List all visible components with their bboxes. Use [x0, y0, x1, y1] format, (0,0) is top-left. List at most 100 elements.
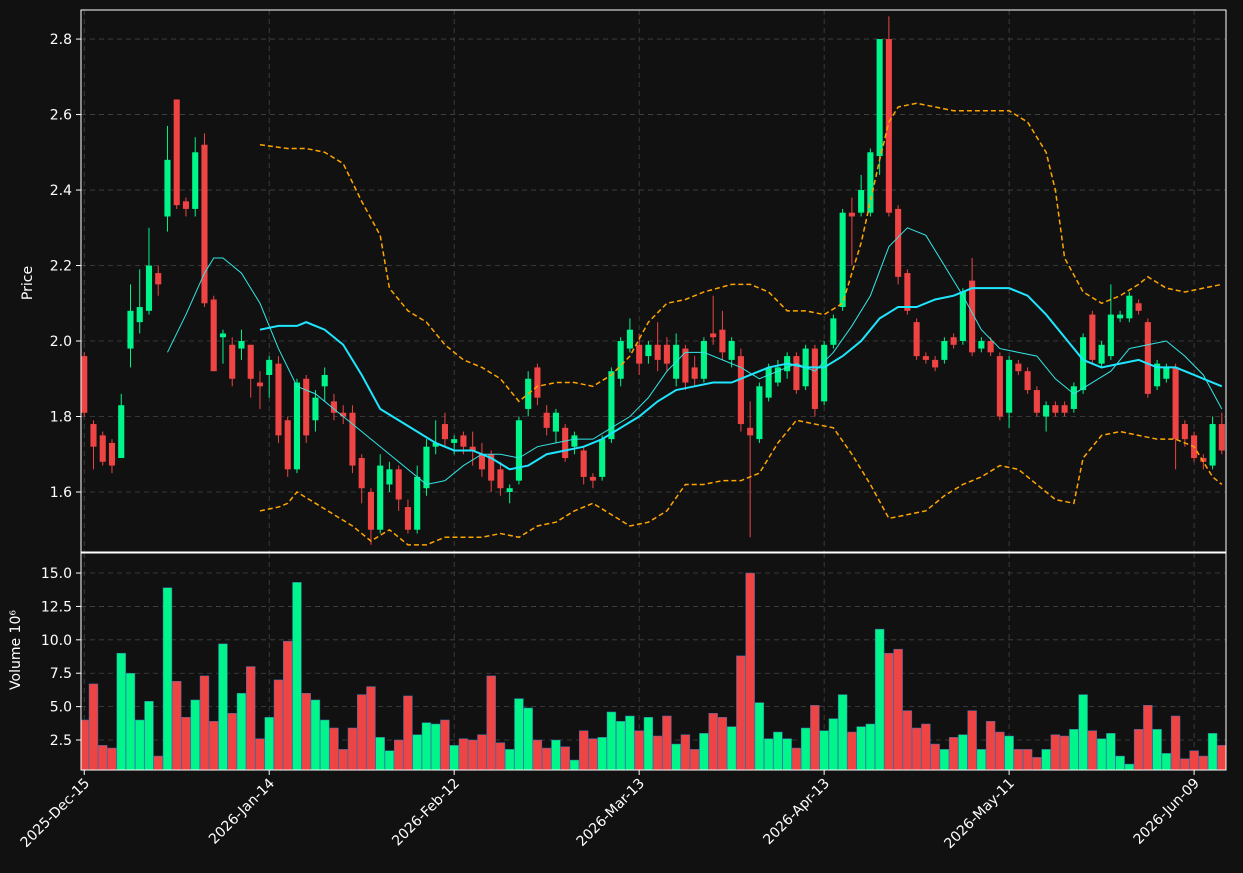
candle-body: [1024, 371, 1031, 391]
volume-bar: [1198, 755, 1209, 770]
volume-bar: [560, 746, 570, 770]
volume-bar: [1189, 750, 1199, 770]
candle-body: [580, 450, 587, 477]
volume-bar: [662, 715, 672, 770]
candle-body: [904, 273, 911, 311]
volume-bar: [467, 739, 478, 770]
volume-bar: [773, 731, 783, 770]
volume-bar: [514, 698, 524, 770]
volume-bar: [366, 686, 376, 770]
candle-body: [839, 212, 846, 308]
volume-bar: [634, 730, 644, 770]
y-tick-label: 2.4: [50, 183, 72, 199]
volume-bar: [440, 719, 450, 770]
candle-body: [155, 273, 162, 285]
volume-bar: [209, 721, 219, 770]
volume-bar: [1161, 753, 1172, 770]
candle-body: [451, 439, 458, 443]
volume-bar: [1078, 694, 1088, 770]
candle-body: [1181, 424, 1188, 440]
candle-body: [1033, 390, 1040, 413]
candle-body: [210, 299, 217, 372]
candle-body: [959, 291, 966, 342]
price-panel: [81, 16, 1225, 546]
candle-body: [589, 476, 596, 481]
candle-body: [136, 307, 143, 323]
volume-bar: [911, 727, 922, 770]
candle-body: [867, 152, 874, 213]
volume-bar: [958, 734, 968, 770]
candle-body: [1061, 405, 1068, 413]
candle-body: [145, 265, 153, 311]
volume-bar: [1059, 735, 1070, 770]
candle-body: [1098, 344, 1105, 364]
candle-body: [987, 341, 994, 353]
candle-body: [996, 356, 1003, 417]
volume-bar: [606, 711, 617, 770]
volume-bar: [477, 734, 487, 770]
volume-bar: [551, 739, 561, 770]
candle-body: [719, 329, 726, 353]
candle-body: [266, 359, 273, 375]
candle-body: [460, 435, 467, 447]
candle-body: [1126, 295, 1133, 319]
volume-bar: [523, 707, 533, 770]
candle-body: [229, 344, 236, 379]
candle-body: [432, 442, 439, 447]
volume-panel: [81, 572, 1226, 770]
candle-body: [932, 359, 939, 368]
candle-body: [256, 382, 264, 387]
candle-body: [858, 190, 865, 213]
volume-bar: [791, 747, 802, 770]
volume-bar: [985, 721, 996, 770]
volume-bar: [699, 733, 709, 770]
volume-bar: [625, 715, 635, 770]
volume-bar: [578, 730, 589, 770]
indicator-line: [167, 227, 1223, 485]
candle-body: [340, 412, 347, 417]
candle-body: [312, 397, 319, 421]
candle-body: [552, 412, 559, 432]
volume-bar: [939, 749, 950, 770]
volume-bar: [1096, 738, 1107, 770]
candle-body: [108, 442, 116, 466]
volume-bar: [847, 731, 857, 770]
volume-bar: [347, 727, 358, 770]
volume-bar: [763, 738, 774, 770]
candle-body: [876, 39, 883, 157]
volume-bar: [1087, 730, 1098, 770]
candle-body: [349, 412, 356, 466]
volume-bar: [329, 727, 339, 770]
volume-bar: [708, 713, 718, 770]
volume-bar: [283, 640, 293, 770]
candle-body: [534, 367, 541, 398]
volume-bar: [532, 739, 543, 770]
volume-bar: [976, 749, 987, 770]
candle-body: [793, 356, 800, 391]
candle-body: [562, 427, 569, 459]
y-tick-label: 2.5: [50, 733, 72, 749]
volume-bar: [218, 643, 228, 770]
volume-bar: [1133, 729, 1144, 770]
volume-bar: [745, 572, 755, 770]
candle-body: [1080, 337, 1087, 391]
candle-body: [922, 356, 929, 360]
volume-bar: [1069, 729, 1079, 770]
candle-body: [219, 333, 227, 338]
volume-bar: [689, 749, 700, 770]
candle-body: [663, 344, 670, 364]
volume-bar: [680, 734, 691, 770]
y-tick-label: 2.2: [50, 259, 72, 275]
volume-bar: [893, 648, 903, 770]
volume-bar: [98, 745, 108, 770]
candle-body: [284, 420, 291, 470]
candle-body: [1015, 363, 1022, 372]
candle-body: [469, 446, 476, 451]
candle-body: [1107, 314, 1114, 357]
candle-body: [765, 367, 772, 398]
volume-bar: [1013, 749, 1024, 770]
candle-body: [913, 322, 920, 357]
volume-bar: [412, 734, 422, 770]
volume-bar: [736, 655, 746, 770]
volume-bar: [320, 719, 330, 770]
